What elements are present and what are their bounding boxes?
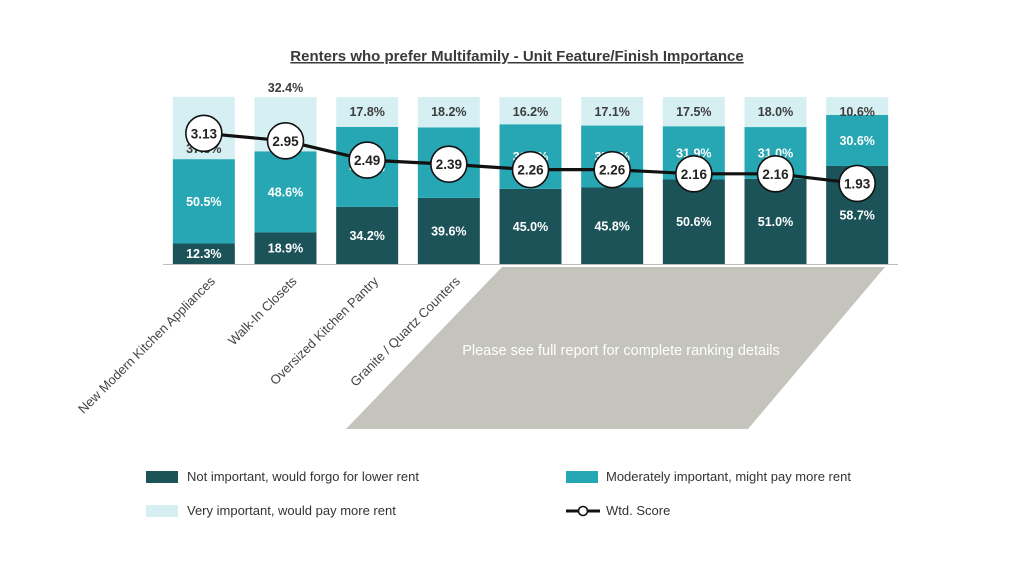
bar-segment-2-9 [826, 114, 889, 166]
wtd-score-label-6: 2.26 [599, 163, 626, 178]
data-label-very-important-3: 17.8% [349, 105, 384, 119]
data-label-very-important-2: 32.4% [268, 81, 303, 95]
category-label-1: New Modern Kitchen Appliances [75, 273, 218, 416]
bar-segment-1-2 [254, 232, 317, 264]
wtd-score-marker-7 [675, 155, 713, 193]
data-label-not-important-4: 39.6% [431, 224, 466, 238]
wtd-score-marker-4 [430, 145, 468, 184]
wtd-score-label-5: 2.26 [517, 163, 544, 178]
bar-segment-1-6 [581, 187, 644, 264]
wtd-score-label-7: 2.16 [681, 167, 708, 182]
legend-label-wtd-score: Wtd. Score [606, 503, 670, 518]
wtd-score-marker-6 [593, 150, 631, 189]
legend-swatch-moderately-important [566, 471, 598, 483]
wtd-score-marker-5 [511, 150, 550, 189]
bar-segment-3-4 [417, 97, 480, 128]
bar-segment-1-3 [336, 206, 399, 264]
data-label-very-important-5: 16.2% [513, 105, 548, 119]
bar-segment-1-1 [172, 243, 235, 264]
data-label-not-important-7: 50.6% [676, 215, 711, 229]
data-label-very-important-8: 18.0% [758, 105, 793, 119]
data-label-very-important-4: 18.2% [431, 105, 466, 119]
category-label-2: Walk-In Closets [225, 273, 300, 348]
wtd-score-label-2: 2.95 [272, 134, 299, 149]
data-label-moderately-important-7: 31.9% [676, 146, 711, 160]
bar-segment-2-1 [172, 159, 235, 244]
data-label-not-important-5: 45.0% [513, 220, 548, 234]
report-overlay [346, 267, 885, 429]
chart-title: Renters who prefer Multifamily - Unit Fe… [290, 48, 743, 65]
legend-label-not-important: Not important, would forgo for lower ren… [187, 469, 419, 484]
data-label-not-important-9: 58.7% [839, 208, 874, 222]
data-label-very-important-6: 17.1% [594, 105, 629, 119]
wtd-score-label-9: 1.93 [844, 176, 871, 191]
wtd-score-marker-3 [348, 141, 386, 179]
wtd-score-label-1: 3.13 [191, 126, 218, 141]
data-label-moderately-important-8: 31.0% [758, 146, 793, 160]
data-label-not-important-3: 34.2% [349, 229, 384, 243]
wtd-score-label-3: 2.49 [354, 153, 380, 168]
data-label-not-important-8: 51.0% [758, 215, 793, 229]
data-label-moderately-important-2: 48.6% [268, 185, 303, 199]
wtd-score-label-8: 2.16 [762, 167, 789, 182]
wtd-score-marker-2 [266, 122, 305, 160]
data-label-not-important-6: 45.8% [594, 219, 629, 233]
bar-segment-1-4 [417, 197, 480, 264]
data-label-not-important-1: 12.3% [186, 247, 221, 261]
legend-label-very-important: Very important, would pay more rent [187, 503, 396, 518]
bar-segment-3-7 [662, 97, 725, 127]
report-overlay-note: Please see full report for complete rank… [462, 343, 780, 359]
legend-swatch-not-important [146, 471, 178, 483]
bar-segment-3-5 [499, 97, 562, 125]
bar-segment-3-8 [744, 97, 807, 128]
data-label-moderately-important-1: 50.5% [186, 195, 221, 209]
bar-segment-3-9 [826, 97, 889, 115]
bar-segment-1-5 [499, 188, 562, 264]
data-label-moderately-important-9: 30.6% [839, 134, 874, 148]
legend-swatch-very-important [146, 505, 178, 517]
legend-marker-wtd-score [577, 505, 589, 517]
data-label-not-important-2: 18.9% [268, 242, 303, 256]
wtd-score-marker-8 [756, 155, 795, 193]
wtd-score-label-4: 2.39 [436, 157, 462, 172]
legend-label-moderately-important: Moderately important, might pay more ren… [606, 469, 851, 484]
wtd-score-marker-1 [185, 114, 223, 153]
data-label-very-important-7: 17.5% [676, 105, 711, 119]
bar-segment-3-3 [336, 97, 399, 127]
wtd-score-marker-9 [838, 164, 876, 203]
bar-segment-2-2 [254, 151, 317, 233]
bar-segment-3-6 [581, 97, 644, 126]
data-label-very-important-9: 10.6% [839, 105, 874, 119]
bar-segment-1-8 [744, 178, 807, 264]
bar-segment-1-7 [662, 179, 725, 264]
